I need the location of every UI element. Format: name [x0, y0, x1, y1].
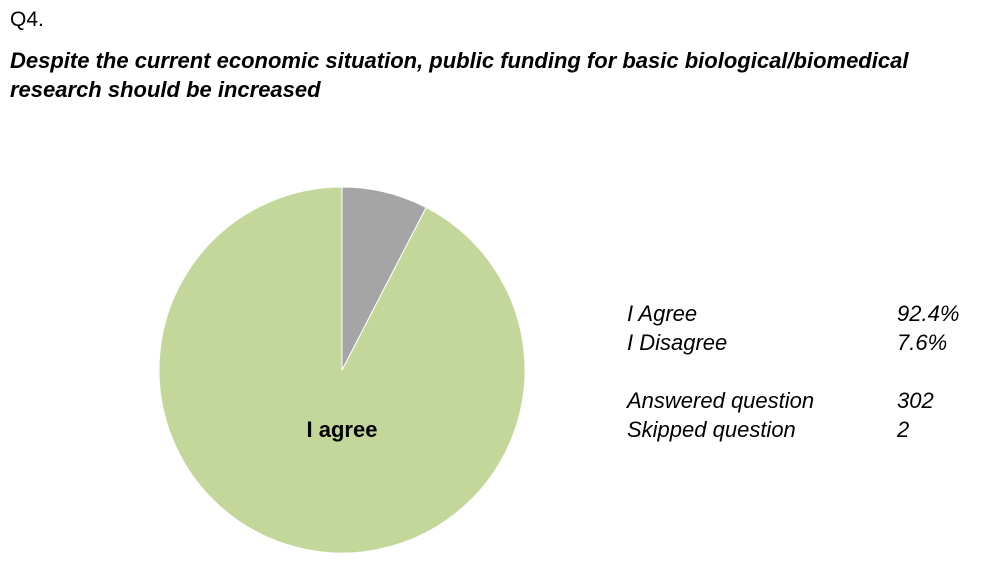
legend-label: I Agree [627, 301, 698, 326]
slice-label: I agree [307, 417, 378, 442]
legend-label: I Disagree [627, 330, 728, 355]
question-number: Q4. [10, 8, 44, 31]
stat-value: 2 [897, 417, 910, 442]
stat-value: 302 [897, 388, 934, 413]
pie-slice [158, 186, 526, 554]
pie-slice [341, 186, 427, 371]
stat-label: Answered question [627, 388, 815, 413]
legend-value: 92.4% [897, 301, 960, 326]
legend-value: 7.6% [897, 330, 948, 355]
chart-title: Despite the current economic situation, … [10, 48, 909, 102]
stat-label: Skipped question [627, 417, 796, 442]
